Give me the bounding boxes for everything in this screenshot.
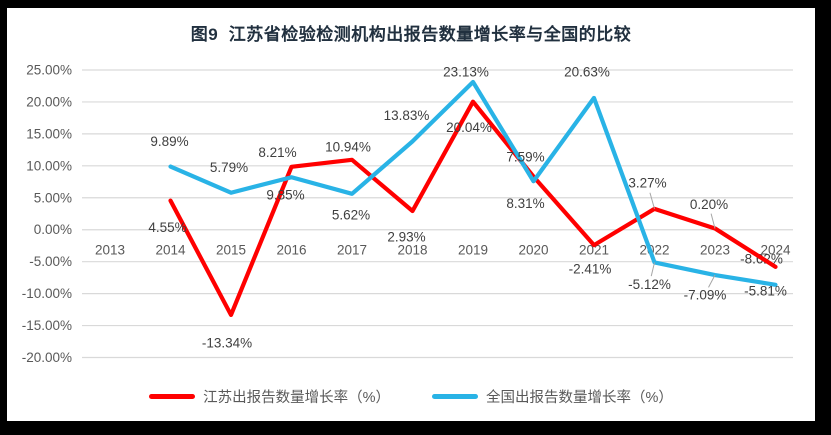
x-axis-category-label: 2024 [760,243,791,258]
x-axis-category-label: 2013 [95,243,125,258]
data-label-national-2017: 5.62% [332,207,370,222]
axis-labels-layer: 25.00% 20.00% 15.00% 10.00% 5.00% 0.00% -5.00%… [22,63,791,366]
legend-item-jiangsu: 江苏出报告数量增长率（%） [149,386,390,407]
y-axis-tick-label: -20.00% [22,350,72,365]
legend-item-national: 全国出报告数量增长率（%） [432,386,673,407]
y-axis-tick-label: 15.00% [26,126,72,141]
data-labels-layer: 4.55% -13.34% 9.85% 10.94% 2.93% 20.04% 8.31% -… [148,64,787,350]
data-label-jiangsu-2022: 3.27% [628,175,666,190]
y-axis-tick-label: 10.00% [26,158,72,173]
leader-lines-layer [649,192,716,288]
data-label-leader-line [649,192,655,209]
legend-label-jiangsu: 江苏出报告数量增长率（%） [203,390,390,406]
x-axis-category-label: 2021 [579,243,609,258]
y-axis-tick-label: -15.00% [22,318,72,333]
data-label-national-2022: -5.12% [628,277,671,292]
data-label-jiangsu-2024: -5.81% [744,283,787,298]
data-label-national-2023: -7.09% [684,288,727,303]
x-axis-category-label: 2022 [639,243,669,258]
legend-label-national: 全国出报告数量增长率（%） [486,390,673,406]
y-axis-tick-label: -10.00% [22,286,72,301]
gridlines-layer [82,69,793,359]
y-axis-tick-label: 20.00% [26,94,72,109]
chart-canvas [7,8,815,421]
series-lines-layer [168,79,778,318]
chart-title: 图9 江苏省检验检测机构出报告数量增长率与全国的比较 [190,25,632,44]
data-label-jiangsu-2019: 20.04% [446,120,492,135]
x-axis-category-label: 2017 [337,243,367,258]
x-axis-category-label: 2019 [458,243,488,258]
data-label-leader-line [650,262,655,277]
x-axis-category-label: 2014 [155,243,186,258]
data-label-jiangsu-2014: 4.55% [148,220,186,235]
y-axis-tick-label: 5.00% [34,190,72,205]
data-label-jiangsu-2015: -13.34% [202,335,252,350]
series-line-national [168,79,778,287]
x-axis-category-label: 2016 [276,243,306,258]
data-label-leader-line [710,213,716,229]
data-label-leader-line [708,274,716,288]
data-label-national-2018: 13.83% [384,108,430,123]
data-label-jiangsu-2018: 2.93% [387,230,425,245]
legend-line-swatch-national [432,394,478,399]
x-axis-category-label: 2023 [700,243,730,258]
data-label-national-2015: 5.79% [210,160,248,175]
data-label-jiangsu-2017: 10.94% [325,139,371,154]
data-label-national-2016: 8.21% [258,145,296,160]
data-label-jiangsu-2021: -2.41% [569,262,612,277]
data-label-jiangsu-2023: 0.20% [690,197,728,212]
data-label-national-2020: 7.59% [506,150,544,165]
y-axis-tick-label: 25.00% [26,63,72,78]
data-label-jiangsu-2020: 8.31% [506,196,544,211]
y-axis-tick-label: -5.00% [29,254,72,269]
data-label-national-2014: 9.89% [150,134,188,149]
chart-legend: 江苏出报告数量增长率（%） 全国出报告数量增长率（%） [7,386,815,407]
y-axis-tick-label: 0.00% [34,222,72,237]
data-label-national-2019: 23.13% [443,64,489,79]
x-axis-category-label: 2020 [518,243,548,258]
series-line-jiangsu [168,99,778,318]
data-label-national-2021: 20.63% [564,64,610,79]
legend-line-swatch-jiangsu [149,394,196,399]
x-axis-category-label: 2015 [216,243,246,258]
x-axis-category-label: 2018 [397,243,427,258]
data-label-jiangsu-2016: 9.85% [266,187,304,202]
